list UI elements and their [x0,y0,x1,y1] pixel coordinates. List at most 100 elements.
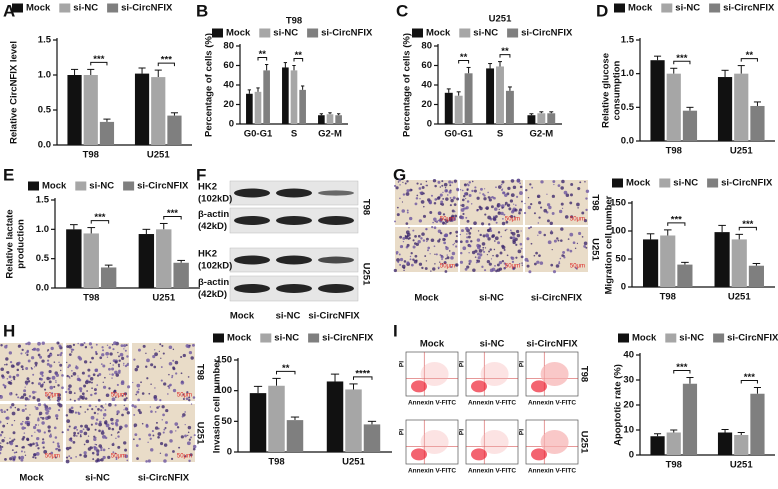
cell-dot [450,266,453,269]
y-tick-label: 0.0 [36,283,49,294]
blot-band [318,256,354,264]
cell-dot [188,459,191,463]
cell-dot [117,435,120,438]
y-tick-label: 50 [615,254,626,265]
cell-dot [137,408,141,412]
cell-dot [109,352,113,356]
cell-dot [423,192,425,195]
cell-dot [449,204,452,207]
cell-dot [448,190,452,194]
cell-dot [141,422,144,425]
cell-dot [55,373,60,377]
cell-dot [121,356,125,360]
cell-dot [479,206,483,211]
cell-dot [34,406,36,408]
panel-letter: D [596,1,608,20]
cell-dot [72,410,74,412]
cell-dot [570,182,574,186]
cell-dot [94,428,97,431]
cell-dot [118,365,121,368]
y-tick-label: 1.5 [621,35,635,46]
cell-dot [85,346,87,348]
cell-dot [145,352,147,355]
cell-dot [87,368,91,372]
cell-dot [429,211,433,214]
cell-dot [76,377,81,382]
cell-dot [492,254,494,257]
cell-dot [569,249,573,253]
cell-dot [94,368,99,373]
cell-dot [136,365,140,369]
cell-dot [117,431,120,434]
cell-dot [33,453,37,457]
cell-dot [121,426,123,429]
cell-dot [434,220,436,223]
cell-dot [444,270,448,273]
cell-dot [37,418,40,422]
cell-dot [418,262,423,266]
bar [750,105,765,141]
cell-dot [36,444,39,447]
cell-dot [137,388,140,391]
cell-dot [553,183,555,186]
cell-dot [444,187,447,189]
cell-dot [185,397,189,401]
cell-dot [184,423,186,426]
bar [363,424,381,452]
cell-dot [76,435,78,437]
cell-dot [549,221,553,226]
cell-dot [437,196,441,199]
cell-dot [32,373,35,376]
cell-dot [24,396,29,401]
cell-dot [25,383,28,386]
bar [734,73,749,141]
cell-dot [585,197,588,200]
cell-dot [396,213,400,217]
cell-dot [451,251,456,256]
cell-dot [104,422,107,425]
cell-dot [466,219,470,223]
cell-dot [533,212,536,215]
cell-dot [0,445,1,447]
cell-dot [50,346,54,351]
cell-dot [68,353,72,356]
cell-dot [473,189,477,193]
cell-dot [551,212,555,215]
cell-dot [547,219,550,223]
cell-dot [25,367,29,370]
cell-dot [558,261,561,263]
legend-label: si-NC [273,28,298,39]
cell-dot [45,394,47,396]
cell-dot [442,197,445,200]
bar [249,393,267,452]
legend-swatch [59,3,71,13]
cell-dot [70,351,73,353]
cell-dot [445,246,449,251]
cell-dot [494,240,496,242]
cell-dot [432,221,434,224]
cell-dot [158,350,160,352]
cell-dot [439,231,443,235]
cell-dot [547,240,552,245]
cell-dot [403,260,407,263]
cell-dot [65,414,69,417]
cell-dot [77,397,81,401]
cell-dot [99,420,102,424]
cell-dot [98,429,101,433]
cell-dot [6,377,9,380]
cell-dot [6,442,9,445]
cell-dot [12,431,16,435]
y-tick-label: 10 [623,425,634,436]
panel-letter: I [393,321,398,340]
cell-dot [492,216,497,221]
cell-dot [20,395,25,399]
cell-dot [520,230,522,232]
cell-dot [47,425,51,429]
cell-dot [133,413,136,416]
cell-dot [471,180,474,183]
bar [167,115,182,145]
significance-bracket [740,58,758,62]
cell-dot [465,216,468,219]
cell-dot [398,178,402,182]
cell-dot [38,411,43,416]
